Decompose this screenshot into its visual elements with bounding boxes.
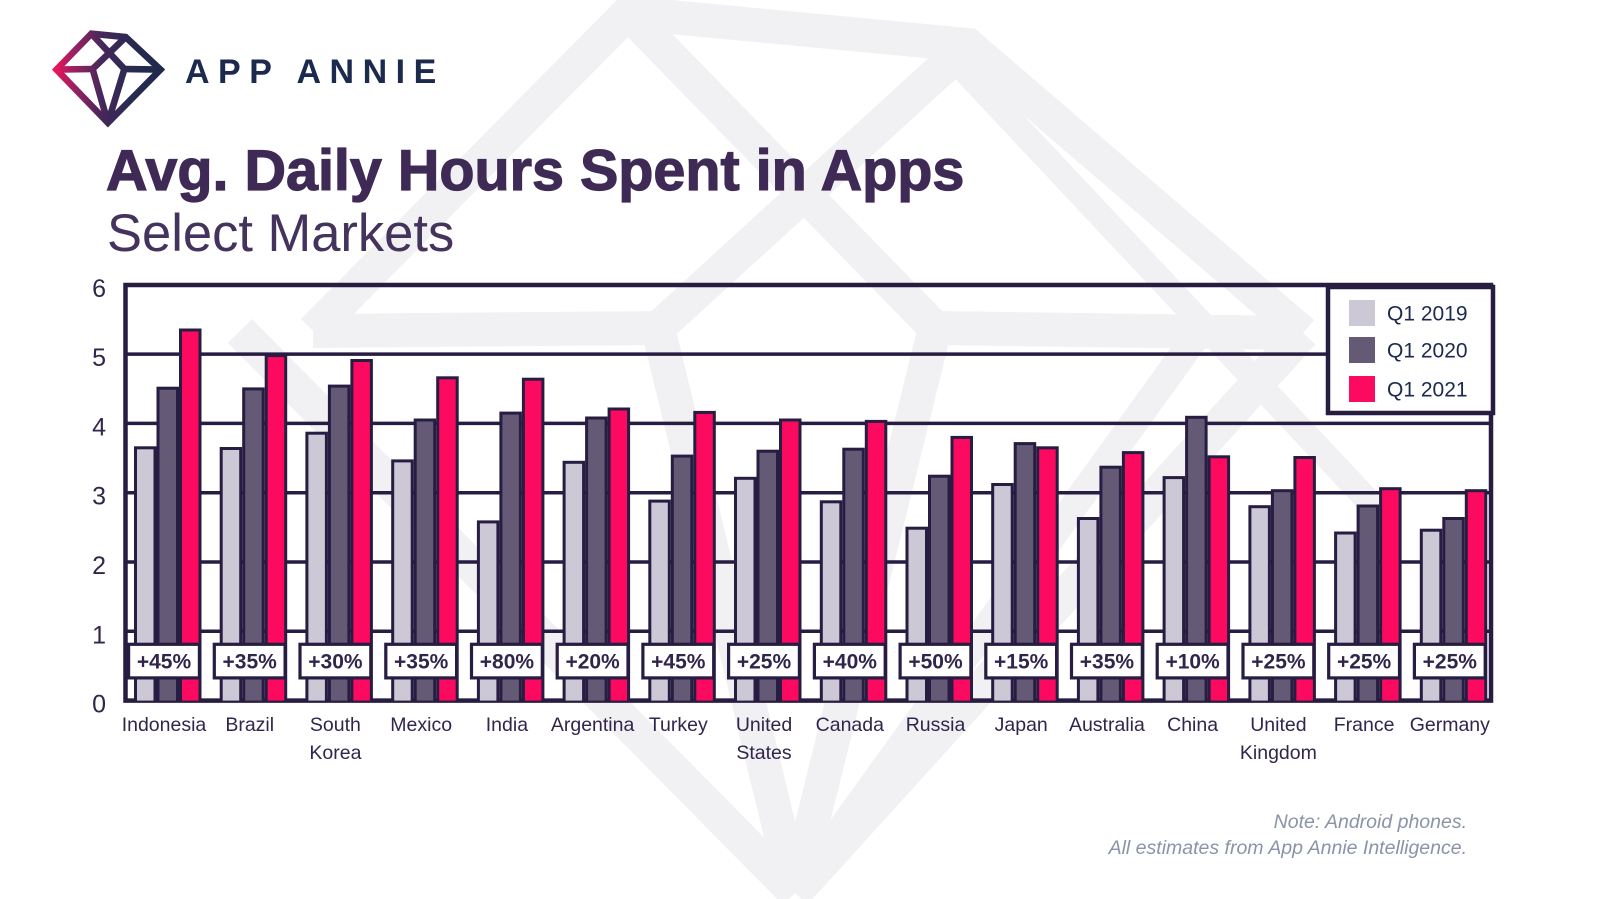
svg-text:+20%: +20% — [565, 650, 620, 673]
svg-text:Korea: Korea — [309, 742, 361, 764]
svg-text:Indonesia: Indonesia — [122, 714, 207, 736]
svg-text:2: 2 — [92, 552, 106, 580]
svg-text:Germany: Germany — [1410, 714, 1490, 736]
svg-text:China: China — [1167, 714, 1218, 736]
svg-text:3: 3 — [92, 483, 106, 511]
svg-text:+50%: +50% — [908, 650, 963, 673]
svg-text:Mexico: Mexico — [390, 714, 452, 736]
svg-text:Australia: Australia — [1069, 714, 1145, 736]
svg-text:+45%: +45% — [137, 650, 192, 673]
svg-text:1: 1 — [92, 621, 106, 649]
svg-text:+25%: +25% — [1251, 650, 1306, 673]
svg-text:United: United — [1250, 714, 1306, 736]
svg-text:Note: Android phones.: Note: Android phones. — [1274, 811, 1467, 833]
svg-text:+35%: +35% — [394, 650, 449, 673]
svg-text:France: France — [1334, 714, 1395, 736]
svg-text:Brazil: Brazil — [225, 714, 274, 736]
svg-text:Turkey: Turkey — [649, 714, 708, 736]
svg-text:+40%: +40% — [823, 650, 878, 673]
svg-text:+25%: +25% — [1423, 650, 1478, 673]
svg-text:APP ANNIE: APP ANNIE — [185, 53, 445, 91]
svg-text:4: 4 — [92, 413, 106, 441]
svg-text:States: States — [736, 742, 792, 764]
svg-text:India: India — [486, 714, 528, 736]
svg-text:Select Markets: Select Markets — [107, 204, 454, 263]
svg-text:Kingdom: Kingdom — [1240, 742, 1317, 764]
svg-text:United: United — [736, 714, 792, 736]
svg-text:Argentina: Argentina — [551, 714, 635, 736]
svg-text:+35%: +35% — [1080, 650, 1135, 673]
svg-text:Q1 2021: Q1 2021 — [1387, 379, 1468, 402]
svg-text:Q1 2020: Q1 2020 — [1387, 340, 1468, 363]
svg-text:Russia: Russia — [906, 714, 966, 736]
svg-text:Canada: Canada — [816, 714, 884, 736]
svg-text:+25%: +25% — [1337, 650, 1392, 673]
svg-text:Avg. Daily Hours Spent in Apps: Avg. Daily Hours Spent in Apps — [106, 139, 964, 203]
svg-text:+45%: +45% — [651, 650, 706, 673]
svg-text:+30%: +30% — [308, 650, 363, 673]
svg-text:All estimates from App Annie I: All estimates from App Annie Intelligenc… — [1108, 837, 1467, 859]
svg-text:+25%: +25% — [737, 650, 792, 673]
svg-text:+80%: +80% — [480, 650, 535, 673]
svg-text:5: 5 — [92, 344, 106, 372]
svg-text:+10%: +10% — [1165, 650, 1220, 673]
svg-text:0: 0 — [92, 691, 106, 719]
svg-text:+35%: +35% — [223, 650, 278, 673]
svg-text:+15%: +15% — [994, 650, 1049, 673]
svg-text:South: South — [310, 714, 361, 736]
svg-text:Japan: Japan — [995, 714, 1048, 736]
svg-text:6: 6 — [92, 275, 106, 303]
svg-text:Q1 2019: Q1 2019 — [1387, 303, 1468, 326]
